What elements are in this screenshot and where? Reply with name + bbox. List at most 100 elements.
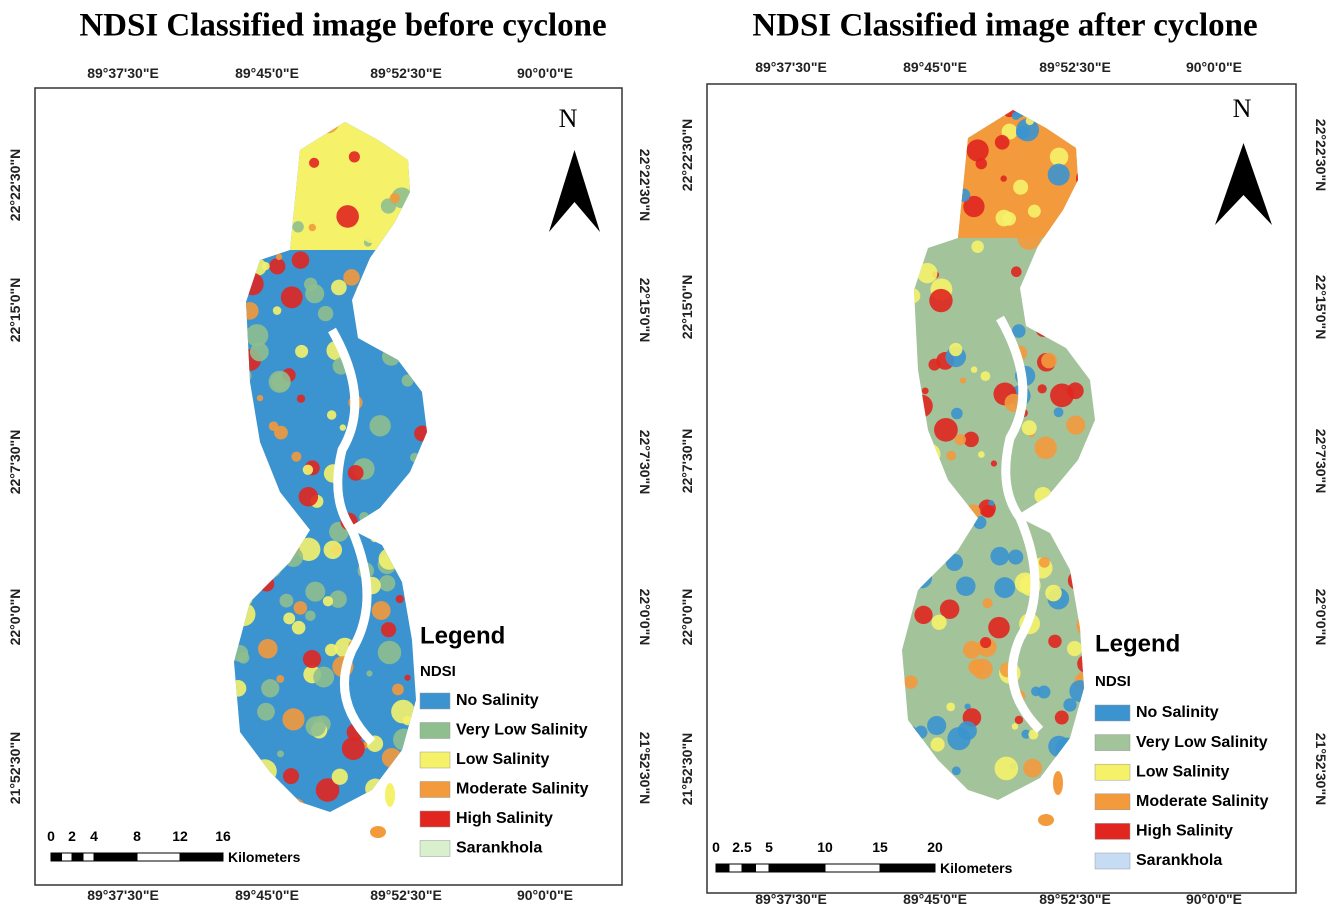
patch: [376, 323, 387, 334]
patch: [981, 371, 991, 381]
patch: [395, 784, 406, 795]
right-coord-label: 22°22'30"N: [637, 149, 653, 221]
patch: [1045, 585, 1062, 602]
patch: [284, 165, 297, 178]
patch: [896, 766, 914, 784]
patch: [1055, 711, 1069, 725]
patch: [916, 532, 932, 548]
patch: [313, 667, 334, 688]
patch: [241, 273, 264, 296]
patch: [361, 221, 383, 243]
patch: [390, 193, 400, 203]
patch: [1067, 382, 1084, 399]
islet: [370, 826, 386, 838]
patch: [960, 116, 970, 126]
patch: [253, 196, 276, 219]
top-coord-label: 89°52'30"E: [370, 65, 442, 81]
scale-segment: [137, 853, 180, 861]
patch: [917, 135, 926, 144]
patch: [235, 177, 252, 194]
legend-swatch: [420, 841, 450, 857]
patch: [356, 283, 370, 297]
patch: [299, 487, 319, 507]
legend-label: Sarankhola: [456, 840, 542, 857]
legend-label: Moderate Salinity: [1136, 793, 1269, 810]
scale-segment: [716, 864, 729, 872]
left-coord-label: 22°15'0"N: [679, 275, 695, 340]
patch: [927, 716, 946, 735]
left-coord-label: 21°52'30"N: [679, 733, 695, 805]
patch: [949, 206, 962, 219]
patch: [276, 675, 284, 683]
patch: [965, 504, 980, 519]
top-coord-label: 89°37'30"E: [87, 65, 159, 81]
patch: [414, 426, 430, 442]
bottom-coord-label: 89°45'0"E: [235, 887, 299, 903]
patch: [282, 122, 292, 132]
patch: [919, 444, 940, 465]
patch: [412, 331, 419, 338]
scale-label: 5: [765, 839, 773, 855]
patch: [269, 545, 286, 562]
scale-segment: [769, 864, 825, 872]
patch: [957, 189, 970, 202]
patch: [399, 124, 421, 146]
patch: [343, 269, 359, 285]
legend-swatch: [1095, 794, 1130, 810]
scale-segment: [825, 864, 880, 872]
patch: [910, 395, 933, 418]
patch: [400, 748, 418, 766]
patch: [282, 798, 306, 822]
patch: [239, 370, 251, 382]
patch: [369, 415, 390, 436]
patch: [274, 426, 288, 440]
legend-label: No Salinity: [1136, 704, 1219, 721]
patch: [991, 460, 997, 466]
scale-label: 2: [68, 828, 76, 844]
patch: [366, 670, 372, 676]
patch: [292, 251, 310, 269]
legend-label: No Salinity: [456, 692, 539, 709]
patch: [287, 813, 294, 820]
map-panel: NDSI Classified image before cyclone89°3…: [7, 8, 653, 903]
legend-swatch: [1095, 823, 1130, 839]
patch: [348, 465, 364, 481]
top-coord-label: 90°0'0"E: [1186, 59, 1242, 75]
patch: [396, 758, 406, 768]
legend-swatch: [420, 782, 450, 798]
patch: [906, 570, 913, 577]
legend-swatch: [1095, 735, 1130, 751]
scale-segment: [729, 864, 742, 872]
patch: [897, 737, 916, 756]
top-coord-label: 89°45'0"E: [903, 59, 967, 75]
patch: [405, 511, 422, 528]
legend-label: High Salinity: [456, 810, 553, 827]
patch: [1011, 266, 1022, 277]
map-area: [896, 98, 1100, 826]
patch: [381, 257, 397, 273]
patch: [902, 208, 917, 223]
patch: [291, 452, 301, 462]
scale-label: 0: [712, 839, 720, 855]
top-coord-label: 89°45'0"E: [235, 65, 299, 81]
patch: [292, 120, 298, 126]
patch: [929, 359, 941, 371]
patch: [332, 769, 348, 785]
scale-segment: [880, 864, 935, 872]
patch: [983, 598, 993, 608]
left-coord-label: 22°7'30"N: [679, 429, 695, 494]
patch: [1013, 180, 1028, 195]
bottom-coord-label: 89°52'30"E: [1039, 891, 1111, 907]
patch: [292, 621, 306, 635]
right-coord-label: 22°15'0"N: [637, 278, 653, 343]
patch: [239, 447, 252, 460]
legend-subtitle: NDSI: [1095, 673, 1131, 690]
patch: [241, 302, 259, 320]
patch: [405, 318, 415, 328]
patch: [327, 410, 336, 419]
left-coord-label: 22°0'0"N: [7, 589, 23, 646]
patch: [1048, 164, 1070, 186]
top-coord-label: 89°37'30"E: [755, 59, 827, 75]
patch: [291, 809, 307, 825]
patch: [1023, 759, 1042, 778]
